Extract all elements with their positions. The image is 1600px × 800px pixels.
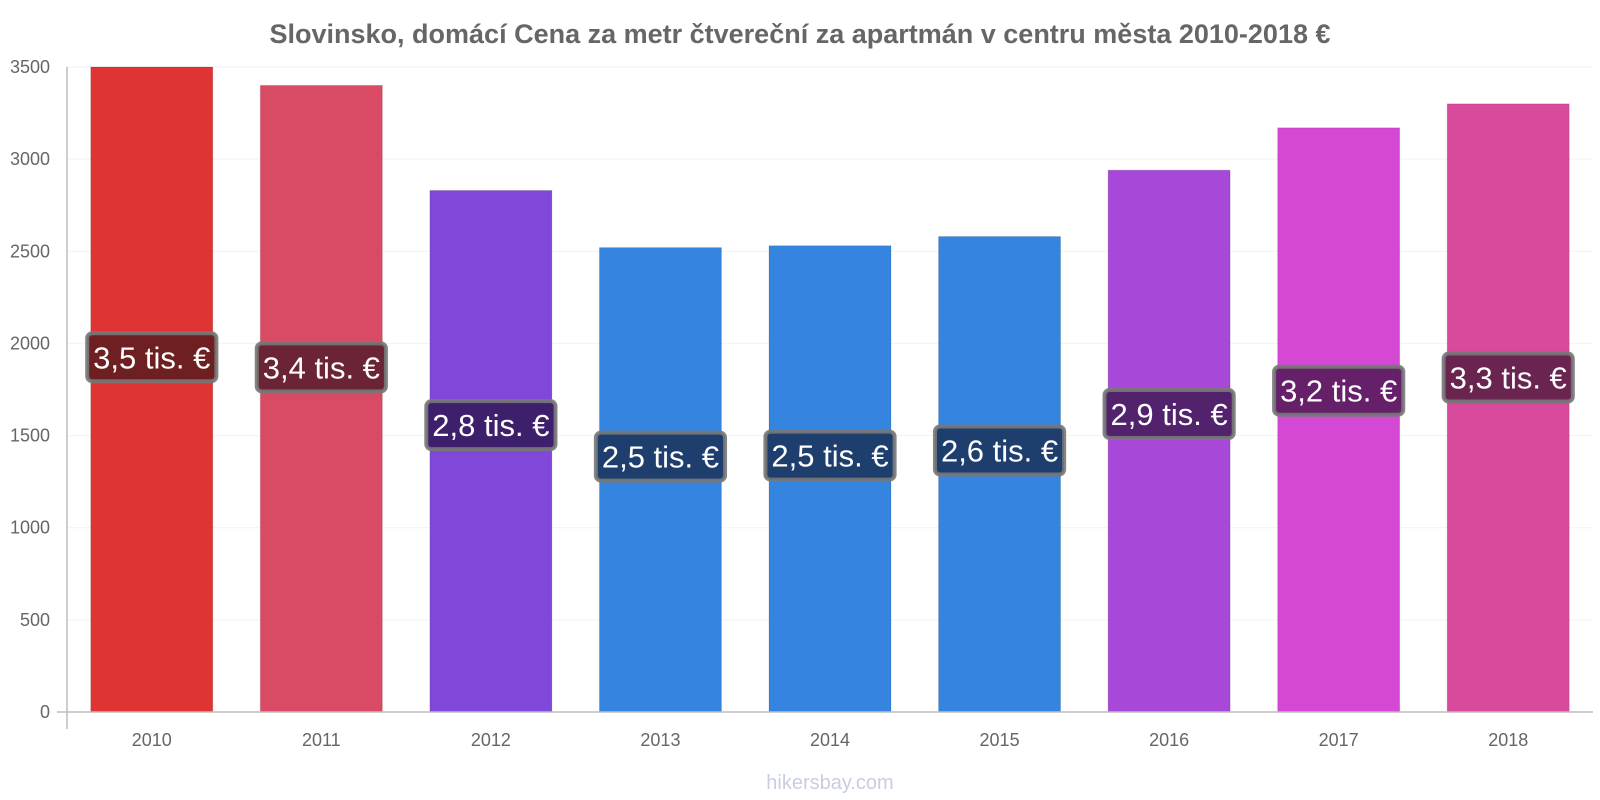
- y-tick-label: 3000: [10, 149, 50, 169]
- y-tick-label: 2500: [10, 241, 50, 261]
- bars: [90, 66, 1570, 713]
- value-label-box: [1102, 388, 1236, 441]
- value-label-box: [1441, 351, 1575, 404]
- x-tick-label: 2018: [1488, 730, 1528, 750]
- x-tick-label: 2013: [640, 730, 680, 750]
- y-tick-label: 1500: [10, 426, 50, 446]
- chart-title: Slovinsko, domácí Cena za metr čtvereční…: [270, 19, 1331, 49]
- value-label-box: [424, 399, 558, 452]
- value-label-2010: 3,5 tis. €: [85, 331, 219, 384]
- bar-2017: [1277, 127, 1401, 713]
- value-label-2012: 2,8 tis. €: [424, 399, 558, 452]
- y-tick-label: 0: [40, 702, 50, 722]
- value-label-text: 3,4 tis. €: [263, 350, 380, 385]
- value-label-text: 3,5 tis. €: [93, 340, 210, 375]
- value-label-box: [1272, 364, 1406, 417]
- x-tick-label: 2010: [132, 730, 172, 750]
- value-label-2013: 2,5 tis. €: [593, 430, 728, 483]
- value-label-text: 2,5 tis. €: [602, 440, 719, 475]
- value-label-2015: 2,6 tis. €: [932, 424, 1067, 477]
- y-tick-label: 500: [20, 610, 50, 630]
- x-tick-label: 2016: [1149, 730, 1189, 750]
- x-tick-label: 2014: [810, 730, 850, 750]
- value-label-text: 2,5 tis. €: [771, 439, 888, 474]
- value-label-box: [932, 424, 1067, 477]
- x-tick-label: 2012: [471, 730, 511, 750]
- x-tick-label: 2017: [1319, 730, 1359, 750]
- x-tick-label: 2015: [980, 730, 1020, 750]
- bar-2018: [1446, 103, 1570, 713]
- y-tick-label: 1000: [10, 518, 50, 538]
- bar-2012: [429, 189, 553, 713]
- value-label-box: [85, 331, 219, 384]
- credit-text: hikersbay.com: [766, 772, 893, 794]
- x-tick-label: 2011: [302, 730, 341, 750]
- value-label-text: 2,9 tis. €: [1111, 397, 1228, 432]
- value-label-2018: 3,3 tis. €: [1441, 351, 1575, 404]
- value-label-text: 3,3 tis. €: [1450, 361, 1567, 396]
- bar-2011: [259, 84, 383, 713]
- value-label-box: [254, 341, 388, 394]
- value-label-text: 2,6 tis. €: [941, 433, 1058, 468]
- value-label-2016: 2,9 tis. €: [1102, 388, 1236, 441]
- value-label-box: [763, 429, 897, 482]
- y-tick-label: 2000: [10, 333, 50, 353]
- y-tick-label: 3500: [10, 57, 50, 77]
- value-label-box: [593, 430, 728, 483]
- value-labels: 3,5 tis. € 3,4 tis. € 2,8 tis. € 2,5 tis. €…: [85, 331, 1575, 483]
- value-label-2014: 2,5 tis. €: [763, 429, 897, 482]
- value-label-2017: 3,2 tis. €: [1272, 364, 1406, 417]
- x-axis: 2010 2011 2012 2013 2014 2015 2016 2017 2018: [57, 711, 1593, 750]
- value-label-2011: 3,4 tis. €: [254, 341, 388, 394]
- y-axis: 0 500 1000 1500 2000 2500 3000 3500: [10, 57, 68, 729]
- bar-2010: [90, 66, 214, 713]
- bar-2016: [1107, 169, 1231, 713]
- value-label-text: 3,2 tis. €: [1280, 374, 1397, 409]
- value-label-text: 2,8 tis. €: [432, 408, 549, 443]
